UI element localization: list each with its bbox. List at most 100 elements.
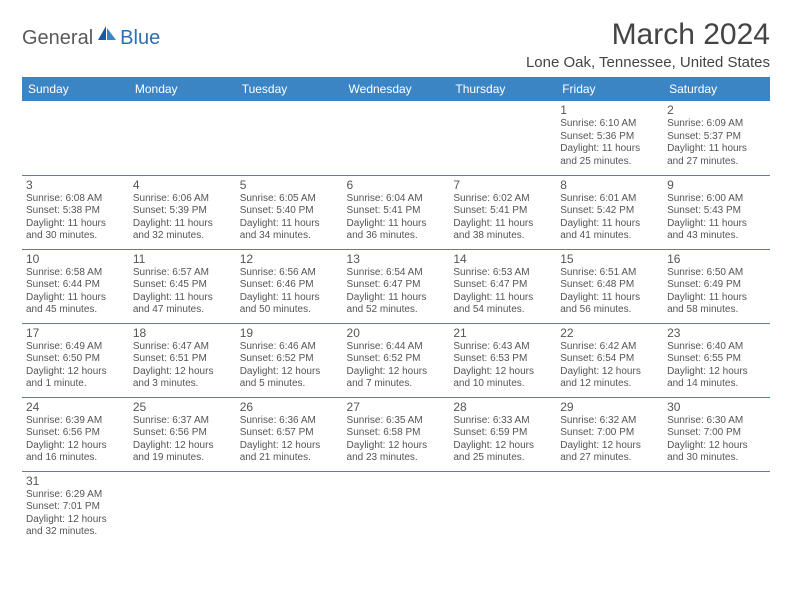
sunset-text: Sunset: 6:50 PM — [26, 353, 125, 366]
day-number: 10 — [26, 252, 125, 266]
sunrise-text: Sunrise: 6:10 AM — [560, 118, 659, 131]
daylight-text: and 16 minutes. — [26, 452, 125, 465]
daylight-text: and 12 minutes. — [560, 378, 659, 391]
sunrise-text: Sunrise: 6:09 AM — [667, 118, 766, 131]
day-number: 31 — [26, 474, 125, 488]
daylight-text: Daylight: 11 hours — [667, 143, 766, 156]
day-header: Tuesday — [236, 77, 343, 101]
daylight-text: and 25 minutes. — [560, 156, 659, 169]
daylight-text: and 23 minutes. — [347, 452, 446, 465]
sunset-text: Sunset: 6:56 PM — [133, 427, 232, 440]
calendar-day: 19Sunrise: 6:46 AMSunset: 6:52 PMDayligh… — [236, 323, 343, 397]
calendar-day: 9Sunrise: 6:00 AMSunset: 5:43 PMDaylight… — [663, 175, 770, 249]
month-title: March 2024 — [526, 18, 770, 52]
sunset-text: Sunset: 5:43 PM — [667, 205, 766, 218]
calendar-day: 2Sunrise: 6:09 AMSunset: 5:37 PMDaylight… — [663, 101, 770, 175]
daylight-text: Daylight: 12 hours — [667, 366, 766, 379]
sunrise-text: Sunrise: 6:51 AM — [560, 267, 659, 280]
daylight-text: Daylight: 12 hours — [26, 440, 125, 453]
daylight-text: and 38 minutes. — [453, 230, 552, 243]
location: Lone Oak, Tennessee, United States — [526, 54, 770, 71]
day-number: 21 — [453, 326, 552, 340]
daylight-text: and 34 minutes. — [240, 230, 339, 243]
day-header: Saturday — [663, 77, 770, 101]
calendar-day: 21Sunrise: 6:43 AMSunset: 6:53 PMDayligh… — [449, 323, 556, 397]
calendar-day: 27Sunrise: 6:35 AMSunset: 6:58 PMDayligh… — [343, 397, 450, 471]
daylight-text: and 32 minutes. — [133, 230, 232, 243]
day-number: 11 — [133, 252, 232, 266]
sunset-text: Sunset: 7:01 PM — [26, 501, 125, 514]
sunset-text: Sunset: 6:55 PM — [667, 353, 766, 366]
sunset-text: Sunset: 5:41 PM — [453, 205, 552, 218]
calendar-day: 8Sunrise: 6:01 AMSunset: 5:42 PMDaylight… — [556, 175, 663, 249]
daylight-text: and 27 minutes. — [560, 452, 659, 465]
day-number: 15 — [560, 252, 659, 266]
day-number: 7 — [453, 178, 552, 192]
sunset-text: Sunset: 5:42 PM — [560, 205, 659, 218]
sunrise-text: Sunrise: 6:46 AM — [240, 341, 339, 354]
sunrise-text: Sunrise: 6:47 AM — [133, 341, 232, 354]
sunrise-text: Sunrise: 6:05 AM — [240, 193, 339, 206]
daylight-text: and 56 minutes. — [560, 304, 659, 317]
calendar-day: 25Sunrise: 6:37 AMSunset: 6:56 PMDayligh… — [129, 397, 236, 471]
daylight-text: Daylight: 11 hours — [453, 218, 552, 231]
daylight-text: Daylight: 11 hours — [667, 292, 766, 305]
day-number: 13 — [347, 252, 446, 266]
sunset-text: Sunset: 6:57 PM — [240, 427, 339, 440]
daylight-text: Daylight: 12 hours — [347, 440, 446, 453]
daylight-text: and 10 minutes. — [453, 378, 552, 391]
calendar-day: 26Sunrise: 6:36 AMSunset: 6:57 PMDayligh… — [236, 397, 343, 471]
daylight-text: Daylight: 11 hours — [347, 292, 446, 305]
calendar-day: 10Sunrise: 6:58 AMSunset: 6:44 PMDayligh… — [22, 249, 129, 323]
calendar-day — [449, 101, 556, 175]
calendar-week: 31Sunrise: 6:29 AMSunset: 7:01 PMDayligh… — [22, 471, 770, 545]
daylight-text: Daylight: 11 hours — [133, 218, 232, 231]
sunrise-text: Sunrise: 6:01 AM — [560, 193, 659, 206]
calendar-day — [343, 101, 450, 175]
sunset-text: Sunset: 5:37 PM — [667, 131, 766, 144]
sunrise-text: Sunrise: 6:53 AM — [453, 267, 552, 280]
logo: General Blue — [22, 24, 160, 53]
daylight-text: and 19 minutes. — [133, 452, 232, 465]
daylight-text: and 58 minutes. — [667, 304, 766, 317]
day-number: 1 — [560, 103, 659, 117]
sunrise-text: Sunrise: 6:43 AM — [453, 341, 552, 354]
sunrise-text: Sunrise: 6:06 AM — [133, 193, 232, 206]
sunrise-text: Sunrise: 6:35 AM — [347, 415, 446, 428]
sunset-text: Sunset: 6:56 PM — [26, 427, 125, 440]
sunrise-text: Sunrise: 6:04 AM — [347, 193, 446, 206]
daylight-text: and 3 minutes. — [133, 378, 232, 391]
calendar-day: 22Sunrise: 6:42 AMSunset: 6:54 PMDayligh… — [556, 323, 663, 397]
sunset-text: Sunset: 6:52 PM — [240, 353, 339, 366]
daylight-text: and 27 minutes. — [667, 156, 766, 169]
day-number: 8 — [560, 178, 659, 192]
calendar-day: 16Sunrise: 6:50 AMSunset: 6:49 PMDayligh… — [663, 249, 770, 323]
daylight-text: and 1 minute. — [26, 378, 125, 391]
calendar-day: 4Sunrise: 6:06 AMSunset: 5:39 PMDaylight… — [129, 175, 236, 249]
calendar-day — [236, 101, 343, 175]
calendar-day: 28Sunrise: 6:33 AMSunset: 6:59 PMDayligh… — [449, 397, 556, 471]
sunrise-text: Sunrise: 6:00 AM — [667, 193, 766, 206]
sunset-text: Sunset: 6:54 PM — [560, 353, 659, 366]
calendar-week: 10Sunrise: 6:58 AMSunset: 6:44 PMDayligh… — [22, 249, 770, 323]
calendar-day — [343, 471, 450, 545]
daylight-text: Daylight: 12 hours — [560, 366, 659, 379]
sunrise-text: Sunrise: 6:32 AM — [560, 415, 659, 428]
sunset-text: Sunset: 6:47 PM — [347, 279, 446, 292]
day-number: 28 — [453, 400, 552, 414]
sunset-text: Sunset: 5:41 PM — [347, 205, 446, 218]
day-number: 22 — [560, 326, 659, 340]
daylight-text: and 32 minutes. — [26, 526, 125, 539]
calendar-day: 13Sunrise: 6:54 AMSunset: 6:47 PMDayligh… — [343, 249, 450, 323]
day-header: Sunday — [22, 77, 129, 101]
day-number: 4 — [133, 178, 232, 192]
sunset-text: Sunset: 6:51 PM — [133, 353, 232, 366]
daylight-text: Daylight: 12 hours — [667, 440, 766, 453]
daylight-text: Daylight: 12 hours — [453, 440, 552, 453]
day-number: 24 — [26, 400, 125, 414]
daylight-text: and 43 minutes. — [667, 230, 766, 243]
day-number: 26 — [240, 400, 339, 414]
day-number: 25 — [133, 400, 232, 414]
calendar-day: 1Sunrise: 6:10 AMSunset: 5:36 PMDaylight… — [556, 101, 663, 175]
calendar-week: 3Sunrise: 6:08 AMSunset: 5:38 PMDaylight… — [22, 175, 770, 249]
